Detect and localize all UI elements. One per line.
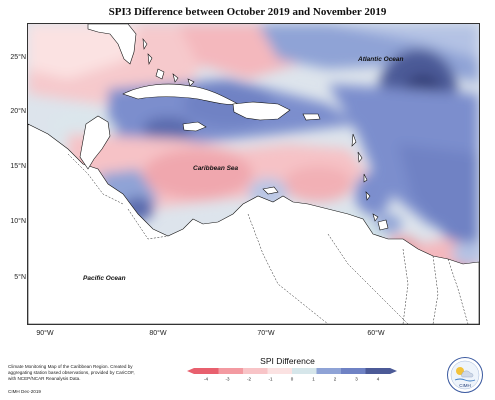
legend-tick-label: -1 [268, 377, 272, 382]
legend-tick-label: -3 [225, 377, 229, 382]
lat-label-20n: 20°N [10, 108, 26, 115]
legend-extend-low [187, 368, 194, 374]
atlantic-ocean-label: Atlantic Ocean [357, 56, 404, 63]
legend-tick-label: 1 [312, 377, 315, 382]
florida [87, 24, 137, 65]
lon-label-80w: 80°W [149, 330, 167, 337]
legend-colorbar: -4 -3 -2 -1 0 1 2 3 4 [187, 368, 397, 382]
legend-tick-label: 0 [291, 377, 294, 382]
puerto-rico [302, 113, 321, 121]
legend-swatch [243, 368, 268, 374]
legend-tick-label: -4 [204, 377, 208, 382]
spi-map: Atlantic Ocean Caribbean Sea Pacific Oce… [27, 23, 480, 325]
yucatan-peninsula [79, 115, 111, 170]
legend-swatch [218, 368, 244, 374]
trinidad [377, 219, 389, 231]
lat-label-25n: 25°N [10, 54, 26, 61]
pacific-ocean-label: Pacific Ocean [83, 275, 126, 282]
legend-swatch [194, 368, 219, 374]
lesser-antilles [351, 133, 379, 222]
legend-extend-high [390, 368, 397, 374]
jamaica [182, 121, 207, 132]
lon-label-90w: 90°W [36, 330, 54, 337]
logo-text: CIMH [459, 383, 471, 388]
caribbean-sea-label: Caribbean Sea [193, 165, 239, 172]
lon-label-60w: 60°W [367, 330, 385, 337]
legend-swatch [316, 368, 342, 374]
legend-swatch [267, 368, 293, 374]
land-masses [28, 24, 479, 324]
map-title: SPI3 Difference between October 2019 and… [108, 6, 387, 18]
map-credit: CIMH Dec-2019 [8, 389, 41, 394]
abc-islands [262, 186, 279, 195]
map-canvas: Atlantic Ocean Caribbean Sea Pacific Oce… [28, 24, 479, 324]
legend-swatch [292, 368, 317, 374]
legend-swatch [341, 368, 366, 374]
bahamas [142, 38, 195, 87]
legend-tick-label: 2 [334, 377, 337, 382]
sun-icon [456, 367, 464, 375]
lat-label-15n: 15°N [10, 163, 26, 170]
legend-tick-label: -2 [247, 377, 251, 382]
cimh-logo: CIMH [447, 357, 483, 393]
hispaniola [232, 101, 291, 121]
lat-label-10n: 10°N [10, 218, 26, 225]
map-note: Climate Monitoring Map of the Caribbean … [8, 364, 135, 381]
lat-label-5n: 5°N [14, 274, 26, 281]
legend-swatch [365, 368, 391, 374]
country-borders [67, 153, 469, 324]
continental-land [28, 123, 479, 324]
legend-tick-label: 4 [377, 377, 380, 382]
cloud-icon [461, 370, 474, 378]
wave-icon [454, 378, 476, 382]
legend-title: SPI Difference [260, 356, 315, 366]
lon-label-70w: 70°W [257, 330, 275, 337]
legend-tick-label: 3 [355, 377, 358, 382]
